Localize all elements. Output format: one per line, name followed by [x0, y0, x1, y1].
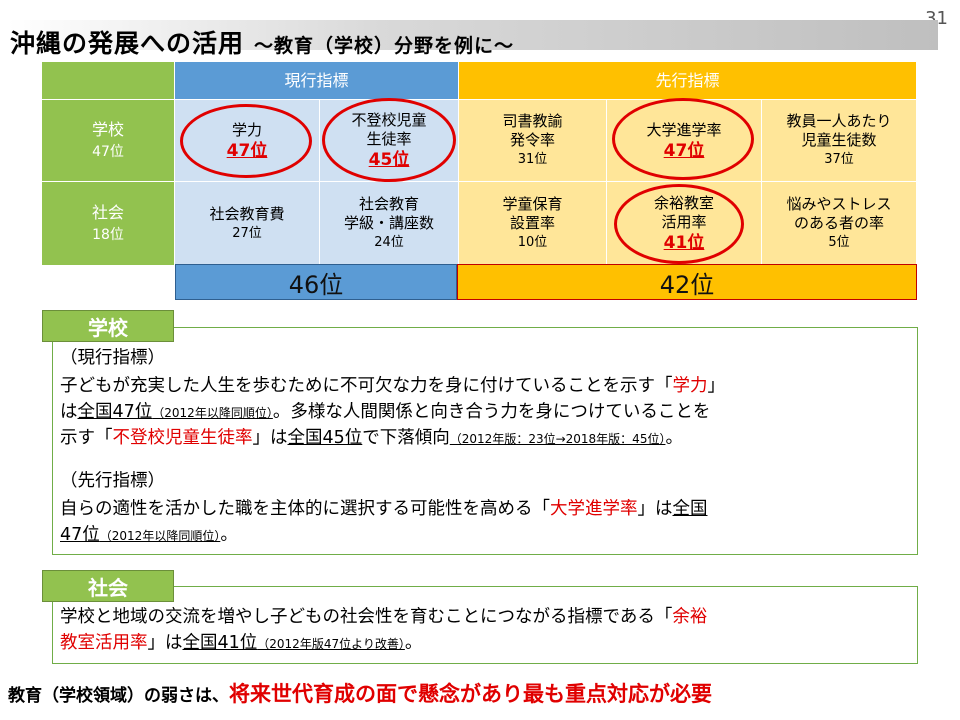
row-label: 社会: [91, 202, 124, 222]
indicator-rank: 24位: [374, 235, 404, 250]
row-label-society: 社会 18位: [42, 182, 175, 266]
total-current: 46位: [175, 264, 457, 300]
text-red: 余裕: [672, 607, 708, 627]
title-main: 沖縄の発展への活用: [10, 29, 245, 58]
society-para-line1: 学校と地域の交流を増やし子どもの社会性を育むことにつながる指標である「余裕: [60, 604, 910, 630]
text: で下落傾向: [362, 428, 450, 448]
note: （2012年以降同順位）: [152, 406, 273, 420]
indicator-name: 大学進学率: [646, 120, 722, 139]
header-leading: 先行指標: [459, 62, 917, 100]
text-red: 学力: [672, 376, 708, 396]
school-leading-heading: （先行指標）: [60, 471, 165, 491]
text: 。: [404, 633, 423, 653]
text: 」は: [637, 499, 673, 519]
indicator-name: 悩みやストレス のある者の率: [786, 195, 892, 232]
cell-academic: 学力 47位: [175, 100, 320, 182]
conclusion: 教育（学校領域）の弱さは、将来世代育成の面で懸念があり最も重点対応が必要: [8, 678, 712, 708]
cell-social-edu-classes: 社会教育 学級・講座数 24位: [320, 182, 459, 266]
text: 。: [665, 428, 683, 448]
society-para-line2: 教室活用率」は全国41位（2012年版47位より改善）。: [60, 630, 910, 657]
school-tag: 学校: [42, 310, 174, 342]
cell-university: 大学進学率 47位: [607, 100, 762, 182]
header-current: 現行指標: [175, 62, 459, 100]
text-red: 教室活用率: [60, 633, 148, 653]
indicator-name: 司書教諭 発令率: [502, 112, 563, 149]
school-current-heading: （現行指標）: [60, 348, 165, 368]
title-bar: [8, 20, 938, 50]
school-para-line3: 示す「不登校児童生徒率」は全国45位で下落傾向（2012年版：23位→2018年…: [60, 425, 910, 452]
cell-social-edu-cost: 社会教育費 27位: [175, 182, 320, 266]
text: 。多様な人間関係と向き合う力を身につけていることを: [272, 402, 711, 422]
indicator-name: 社会教育 学級・講座数: [343, 195, 434, 232]
school-section-box: [52, 327, 918, 555]
indicator-name: 社会教育費: [209, 204, 285, 223]
text-red: 大学進学率: [550, 499, 638, 519]
text-underline: 47位: [60, 525, 100, 545]
text: 子どもが充実した人生を歩むために不可欠な力を身に付けていることを示す「: [60, 376, 673, 396]
indicator-name: 余裕教室 活用率: [653, 194, 714, 231]
indicator-name: 不登校児童 生徒率: [351, 111, 427, 148]
cell-afterschool: 学童保育 設置率 10位: [459, 182, 607, 266]
school-para-line2: は全国47位（2012年以降同順位）。多様な人間関係と向き合う力を身につけている…: [60, 399, 910, 426]
note: （2012年版：23位→2018年版：45位）: [449, 432, 666, 446]
school-para-line5: 47位（2012年以降同順位）。: [60, 522, 910, 549]
table-corner: [42, 62, 175, 100]
page-title: 沖縄の発展への活用 ～教育（学校）分野を例に～: [10, 24, 514, 60]
text-underline: 全国41位: [182, 633, 258, 653]
text: は: [60, 402, 78, 422]
cell-librarian: 司書教諭 発令率 31位: [459, 100, 607, 182]
indicator-rank: 41位: [663, 233, 705, 253]
conclusion-lead: 教育（学校領域）の弱さは、: [8, 686, 229, 706]
school-para-line1: 子どもが充実した人生を歩むために不可欠な力を身に付けていることを示す「学力」: [60, 373, 910, 399]
indicator-rank: 45位: [368, 150, 410, 170]
school-para-line4: 自らの適性を活かした職を主体的に選択する可能性を高める「大学進学率」は全国: [60, 496, 910, 522]
row-label: 学校: [91, 119, 124, 139]
text: 」は: [147, 633, 183, 653]
total-leading: 42位: [457, 264, 917, 300]
note: （2012年以降同順位）: [99, 529, 221, 543]
cell-spare-classroom: 余裕教室 活用率 41位: [607, 182, 762, 266]
row-rank: 18位: [92, 226, 124, 243]
row-rank: 47位: [92, 143, 124, 160]
indicator-rank: 10位: [517, 235, 548, 250]
indicator-rank: 37位: [824, 152, 854, 167]
text-red: 不登校児童生徒率: [112, 428, 253, 448]
text-underline: 全国: [672, 499, 708, 519]
text-underline: 全国45位: [287, 428, 363, 448]
text: 自らの適性を活かした職を主体的に選択する可能性を高める「: [60, 499, 550, 519]
cell-teacher-ratio: 教員一人あたり 児童生徒数 37位: [762, 100, 917, 182]
text: 。: [220, 525, 238, 545]
text: 」: [707, 376, 726, 396]
text-underline: 全国47位: [77, 402, 153, 422]
text: 学校と地域の交流を増やし子どもの社会性を育むことにつながる指標である「: [60, 607, 673, 627]
note: （2012年版47位より改善）: [257, 637, 405, 651]
row-label-school: 学校 47位: [42, 100, 175, 182]
society-section-box: [52, 586, 918, 664]
text: 」は: [252, 428, 288, 448]
indicator-name: 学童保育 設置率: [502, 195, 563, 232]
indicator-name: 教員一人あたり 児童生徒数: [786, 112, 892, 149]
indicator-rank: 27位: [232, 225, 262, 241]
indicator-rank: 5位: [828, 235, 850, 250]
indicator-rank: 31位: [517, 152, 548, 167]
cell-absence: 不登校児童 生徒率 45位: [320, 100, 459, 182]
society-tag: 社会: [42, 570, 174, 602]
cell-stress: 悩みやストレス のある者の率 5位: [762, 182, 917, 266]
text: 示す「: [60, 428, 113, 448]
indicator-rank: 47位: [226, 140, 268, 161]
indicator-rank: 47位: [663, 140, 705, 161]
title-sub: ～教育（学校）分野を例に～: [254, 35, 515, 57]
conclusion-emphasis: 将来世代育成の面で懸念があり最も重点対応が必要: [229, 682, 712, 706]
indicator-name: 学力: [231, 120, 262, 139]
